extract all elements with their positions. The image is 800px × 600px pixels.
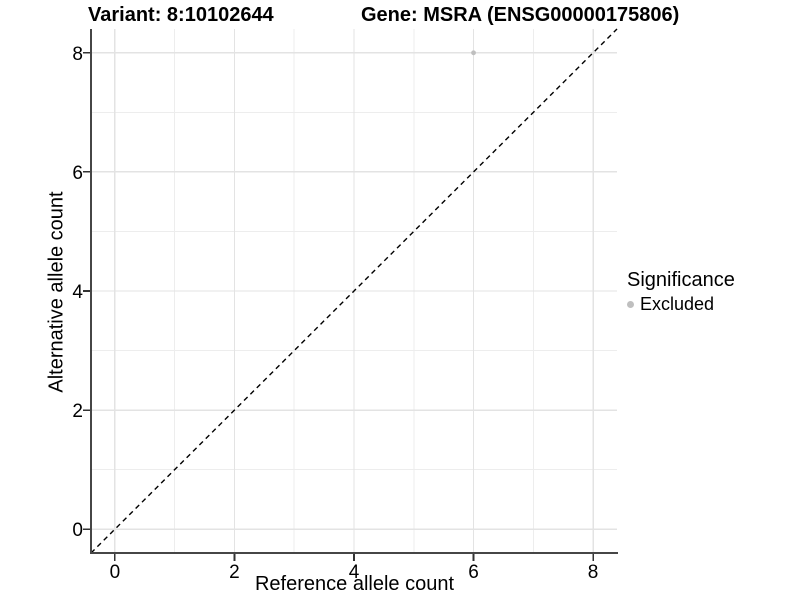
x-tick-label: 0 bbox=[110, 562, 121, 583]
y-tick-label: 0 bbox=[72, 520, 83, 541]
x-tick-label: 4 bbox=[349, 562, 360, 583]
legend-title: Significance bbox=[627, 269, 735, 291]
x-axis-title: Reference allele count bbox=[254, 573, 454, 595]
plot-title-variant: Variant: 8:10102644 bbox=[88, 4, 274, 26]
legend-entry-excluded: Excluded bbox=[627, 294, 735, 314]
y-tick-label: 4 bbox=[72, 282, 83, 303]
x-tick-label: 6 bbox=[468, 562, 479, 583]
y-tick-label: 2 bbox=[72, 401, 83, 422]
legend-point-icon bbox=[627, 300, 634, 308]
plot-title-gene: Gene: MSRA (ENSG00000175806) bbox=[361, 4, 680, 26]
identity-dashed-line bbox=[90, 28, 618, 554]
x-tick-label: 2 bbox=[229, 562, 240, 583]
y-tick-label: 6 bbox=[72, 163, 83, 184]
data-point bbox=[471, 50, 476, 56]
legend-entry-label: Excluded bbox=[640, 294, 715, 314]
x-tick-label: 8 bbox=[588, 562, 599, 583]
legend: Significance Excluded bbox=[627, 269, 735, 314]
y-tick-label: 8 bbox=[72, 44, 83, 65]
